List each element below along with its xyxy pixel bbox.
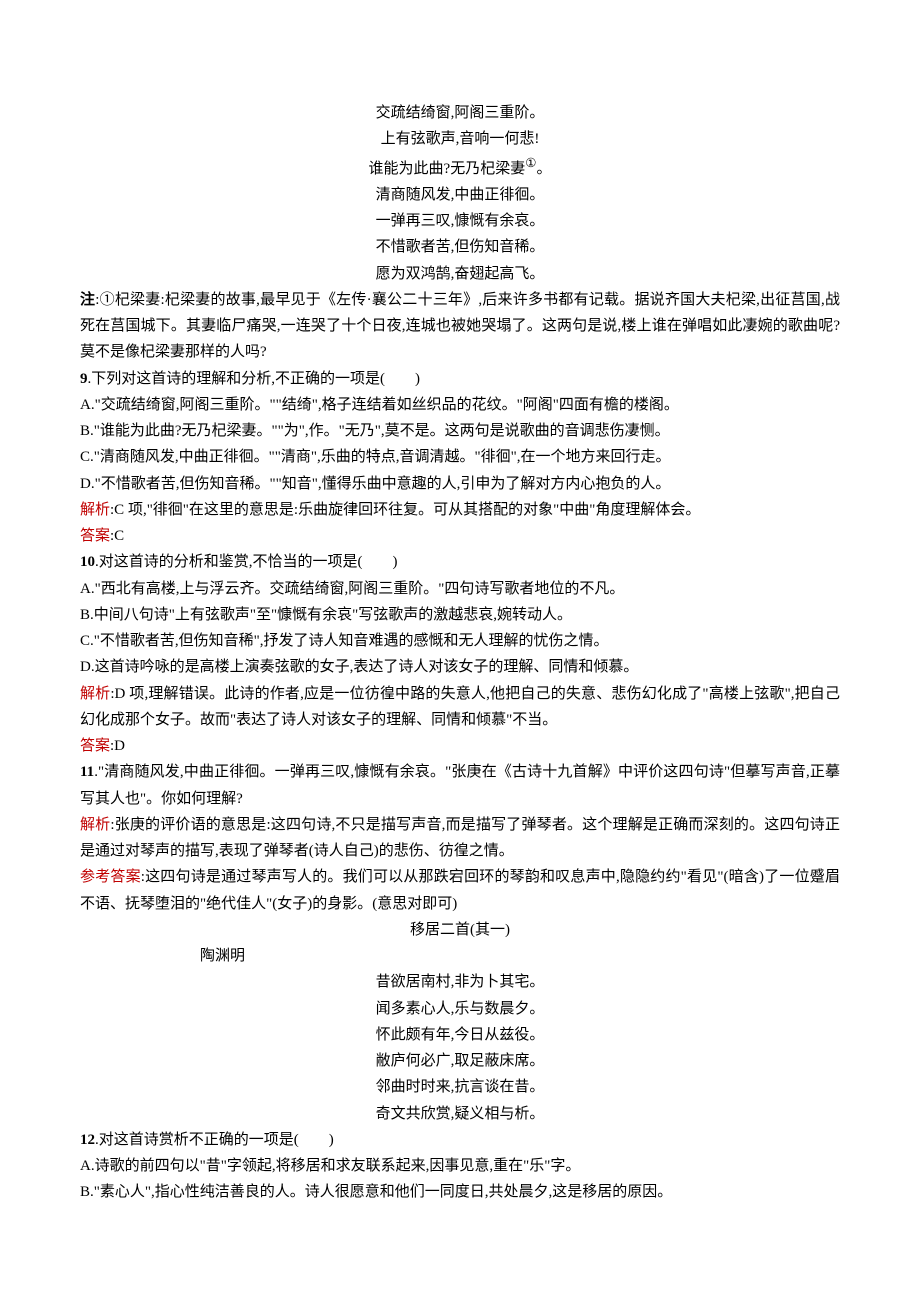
q10-option-a: A."西北有高楼,上与浮云齐。交疏结绮窗,阿阁三重阶。"四句诗写歌者地位的不凡。 [80,576,840,602]
q10-analysis: 解析:D 项,理解错误。此诗的作者,应是一位彷徨中路的失意人,他把自己的失意、悲… [80,681,840,734]
q11-analysis-label: 解析 [80,817,110,833]
q11-analysis: 解析:张庚的评价语的意思是:这四句诗,不只是描写声音,而是描写了弹琴者。这个理解… [80,812,840,865]
poem1-line-3-text: 谁能为此曲?无乃杞梁妻 [369,161,526,177]
poem2-line-2: 闻多素心人,乐与数晨夕。 [80,996,840,1022]
q10-answer-label: 答案 [80,738,110,754]
q10-option-d: D.这首诗吟咏的是高楼上演奏弦歌的女子,表达了诗人对该女子的理解、同情和倾慕。 [80,654,840,680]
q9-analysis-text: :C 项,"徘徊"在这里的意思是:乐曲旋律回环往复。可从其搭配的对象"中曲"角度… [110,502,700,518]
q9-answer-label: 答案 [80,528,110,544]
q12-option-b: B."素心人",指心性纯洁善良的人。诗人很愿意和他们一同度日,共处晨夕,这是移居… [80,1179,840,1205]
poem2-author: 陶渊明 [80,943,840,969]
q9-option-d: D."不惜歌者苦,但伤知音稀。""知音",懂得乐曲中意趣的人,引申为了解对方内心… [80,471,840,497]
q10-stem-text: .对这首诗的分析和鉴赏,不恰当的一项是( ) [95,554,398,570]
q9-analysis-label: 解析 [80,502,110,518]
poem2-line-5: 邻曲时时来,抗言谈在昔。 [80,1074,840,1100]
q11-reference-answer: 参考答案:这四句诗是通过琴声写人的。我们可以从那跌宕回环的琴韵和叹息声中,隐隐约… [80,864,840,917]
poem1-line-1: 交疏结绮窗,阿阁三重阶。 [80,100,840,126]
q12-number: 12 [80,1132,95,1148]
poem2-line-4: 敝庐何必广,取足蔽床席。 [80,1048,840,1074]
q11-reference-label: 参考答案 [80,869,141,885]
q9-answer: 答案:C [80,523,840,549]
q9-number: 9 [80,371,88,387]
poem1-line-6: 不惜歌者苦,但伤知音稀。 [80,234,840,260]
q10-option-b: B.中间八句诗"上有弦歌声"至"慷慨有余哀"写弦歌声的激越悲哀,婉转动人。 [80,602,840,628]
q12-option-a: A.诗歌的前四句以"昔"字领起,将移居和求友联系起来,因事见意,重在"乐"字。 [80,1153,840,1179]
poem1-line-3: 谁能为此曲?无乃杞梁妻①。 [80,153,840,182]
q12-stem-text: .对这首诗赏析不正确的一项是( ) [95,1132,334,1148]
q10-option-c: C."不惜歌者苦,但伤知音稀",抒发了诗人知音难遇的感慨和无人理解的忧伤之情。 [80,628,840,654]
poem2-line-1: 昔欲居南村,非为卜其宅。 [80,969,840,995]
q9-stem: 9.下列对这首诗的理解和分析,不正确的一项是( ) [80,366,840,392]
poem2-title: 移居二首(其一) [80,917,840,943]
poem1-line-2: 上有弦歌声,音响一何悲! [80,126,840,152]
q9-option-b: B."谁能为此曲?无乃杞梁妻。""为",作。"无乃",莫不是。这两句是说歌曲的音… [80,418,840,444]
poem1-line-4: 清商随风发,中曲正徘徊。 [80,182,840,208]
footnote-text: :①杞梁妻:杞梁妻的故事,最早见于《左传·襄公二十三年》,后来许多书都有记载。据… [80,292,840,361]
q10-answer: 答案:D [80,733,840,759]
q9-option-c: C."清商随风发,中曲正徘徊。""清商",乐曲的特点,音调清越。"徘徊",在一个… [80,444,840,470]
q11-number: 11 [80,764,94,780]
q10-number: 10 [80,554,95,570]
q11-stem: 11."清商随风发,中曲正徘徊。一弹再三叹,慷慨有余哀。"张庚在《古诗十九首解》… [80,759,840,812]
q11-analysis-text: :张庚的评价语的意思是:这四句诗,不只是描写声音,而是描写了弹琴者。这个理解是正… [80,817,840,859]
poem2-line-6: 奇文共欣赏,疑义相与析。 [80,1101,840,1127]
q12-stem: 12.对这首诗赏析不正确的一项是( ) [80,1127,840,1153]
q10-answer-text: :D [110,738,125,754]
poem1-line-3-tail: 。 [536,161,551,177]
q11-reference-text: :这四句诗是通过琴声写人的。我们可以从那跌宕回环的琴韵和叹息声中,隐隐约约"看见… [80,869,840,911]
q9-stem-text: .下列对这首诗的理解和分析,不正确的一项是( ) [88,371,421,387]
q10-stem: 10.对这首诗的分析和鉴赏,不恰当的一项是( ) [80,549,840,575]
q11-stem-text: ."清商随风发,中曲正徘徊。一弹再三叹,慷慨有余哀。"张庚在《古诗十九首解》中评… [80,764,840,806]
q9-answer-text: :C [110,528,124,544]
q9-option-a: A."交疏结绮窗,阿阁三重阶。""结绮",格子连结着如丝织品的花纹。"阿阁"四面… [80,392,840,418]
poem1-line-7: 愿为双鸿鹄,奋翅起高飞。 [80,261,840,287]
q10-analysis-label: 解析 [80,686,110,702]
footnote-ref-icon: ① [525,156,536,170]
q9-analysis: 解析:C 项,"徘徊"在这里的意思是:乐曲旋律回环往复。可从其搭配的对象"中曲"… [80,497,840,523]
footnote-label: 注 [80,292,95,308]
poem1-line-5: 一弹再三叹,慷慨有余哀。 [80,208,840,234]
footnote: 注:①杞梁妻:杞梁妻的故事,最早见于《左传·襄公二十三年》,后来许多书都有记载。… [80,287,840,366]
poem2-line-3: 怀此颇有年,今日从兹役。 [80,1022,840,1048]
q10-analysis-text: :D 项,理解错误。此诗的作者,应是一位彷徨中路的失意人,他把自己的失意、悲伤幻… [80,686,840,728]
